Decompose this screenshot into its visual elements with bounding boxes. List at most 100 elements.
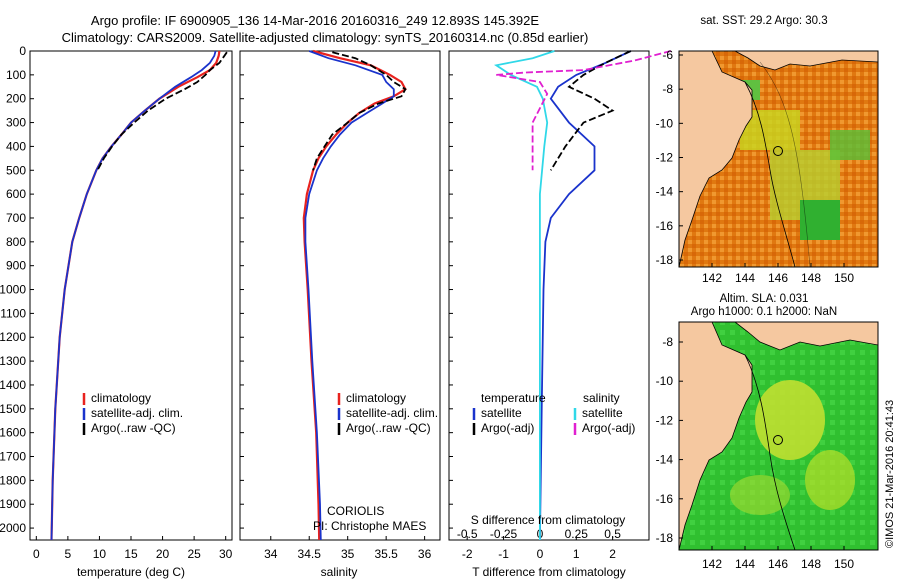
- sal-legend: climatology satellite-adj. clim. Argo(..…: [337, 391, 438, 435]
- diff-xlabel2: S difference from climatology: [471, 513, 626, 527]
- sla-map-lon-label: 142: [702, 557, 722, 571]
- depth-tick-label: 300: [6, 116, 26, 130]
- sst-map-lon-label: 146: [768, 271, 788, 285]
- sst-map-lat-label: -12: [656, 151, 674, 165]
- sla-map-title-2: Argo h1000: 0.1 h2000: NaN: [691, 306, 837, 318]
- sla-map-title-1: Altim. SLA: 0.031: [720, 293, 809, 305]
- diff-s-tick-label: 0.25: [565, 527, 589, 541]
- depth-tick-label: 700: [6, 211, 26, 225]
- sal-legend-sat: satellite-adj. clim.: [346, 406, 438, 420]
- sal-series-satellite-adj-clim-: [304, 50, 395, 541]
- temp-legend-sat: satellite-adj. clim.: [91, 406, 183, 420]
- sst-map-lat-label: -10: [656, 116, 674, 130]
- coriolis-label: CORIOLIS: [327, 504, 384, 518]
- pi-label: PI: Christophe MAES: [313, 519, 426, 533]
- depth-tick-label: 500: [6, 163, 26, 177]
- depth-tick-label: 1100: [0, 306, 26, 320]
- sst-map-lat-label: -16: [656, 219, 674, 233]
- temp-x-tick-label: 15: [124, 547, 138, 561]
- depth-tick-label: 1700: [0, 450, 26, 464]
- temp-x-tick-label: 5: [65, 547, 72, 561]
- temp-series-satellite-adj-clim-: [50, 50, 217, 541]
- depth-tick-label: 1800: [0, 473, 26, 487]
- depth-tick-label: 400: [6, 139, 26, 153]
- depth-tick-label: 1900: [0, 497, 26, 511]
- diff-s-tick-label: -0.25: [490, 527, 518, 541]
- depth-tick-label: 1400: [0, 378, 26, 392]
- depth-tick-label: 900: [6, 259, 26, 273]
- salinity-frame: [239, 50, 441, 541]
- depth-tick-label: 1000: [0, 283, 26, 297]
- sst-map: [679, 51, 878, 267]
- temp-series-climatology: [50, 50, 221, 541]
- diff-legend: temperature satellite Argo(-adj) salinit…: [472, 391, 635, 435]
- sst-map-lon-label: 148: [801, 271, 821, 285]
- depth-tick-label: 200: [6, 92, 26, 106]
- diff-series-t-satellite: [539, 50, 632, 541]
- diff-s-tick-label: -0.5: [457, 527, 478, 541]
- diff-legend-s-title: salinity: [583, 391, 620, 405]
- sla-map: [679, 322, 878, 550]
- title-line-2: Climatology: CARS2009. Satellite-adjuste…: [61, 30, 589, 45]
- sal-legend-clim: climatology: [346, 391, 406, 405]
- temp-x-tick-label: 20: [156, 547, 170, 561]
- diff-t-tick-label: 2: [609, 547, 616, 561]
- temp-legend-clim: climatology: [91, 391, 151, 405]
- sal-legend-argo: Argo(..raw -QC): [346, 421, 431, 435]
- diff-s-tick-label: 0.5: [604, 527, 621, 541]
- sst-map-lat-label: -14: [656, 185, 674, 199]
- depth-tick-label: 1300: [0, 354, 26, 368]
- sla-map-lat-label: -14: [656, 453, 674, 467]
- difference-frame: [448, 50, 650, 541]
- diff-legend-t-title: temperature: [481, 391, 546, 405]
- sla-map-lat-label: -16: [656, 492, 674, 506]
- depth-tick-label: 1200: [0, 330, 26, 344]
- diff-legend-s-argo: Argo(-adj): [582, 421, 635, 435]
- sla-map-lat-label: -12: [656, 413, 674, 427]
- depth-tick-label: 0: [19, 44, 26, 58]
- depth-tick-label: 2000: [0, 521, 26, 535]
- diff-series-s-argo-adj-: [496, 50, 672, 171]
- sal-x-tick-label: 34: [264, 547, 278, 561]
- diff-legend-s-sat: satellite: [582, 406, 623, 420]
- diff-legend-t-argo: Argo(-adj): [481, 421, 534, 435]
- sal-annotation: CORIOLIS PI: Christophe MAES: [313, 504, 426, 533]
- depth-tick-label: 1500: [0, 402, 26, 416]
- sst-map-lon-label: 150: [834, 271, 854, 285]
- temp-x-tick-label: 10: [93, 547, 107, 561]
- sal-xlabel: salinity: [321, 565, 358, 579]
- temp-legend: climatology satellite-adj. clim. Argo(..…: [82, 391, 183, 435]
- temp-x-tick-label: 30: [219, 547, 233, 561]
- sal-series-argo-raw-qc-: [312, 51, 407, 171]
- temp-series-argo-raw-qc-: [96, 51, 228, 171]
- diff-series-s-satellite: [493, 50, 555, 540]
- sal-x-tick-label: 35.5: [374, 547, 398, 561]
- sla-map-lat-label: -10: [656, 374, 674, 388]
- depth-tick-label: 800: [6, 235, 26, 249]
- sst-map-lat-label: -18: [656, 253, 674, 267]
- title-line-1: Argo profile: IF 6900905_136 14-Mar-2016…: [90, 13, 540, 28]
- sst-map-lat-label: -8: [662, 82, 673, 96]
- temp-x-tick-label: 0: [33, 547, 40, 561]
- sal-x-tick-label: 36: [418, 547, 432, 561]
- diff-t-tick-label: 0: [537, 547, 544, 561]
- sal-x-tick-label: 35: [341, 547, 355, 561]
- temp-x-tick-label: 25: [187, 547, 201, 561]
- sst-map-title: sat. SST: 29.2 Argo: 30.3: [700, 15, 827, 27]
- sla-map-lon-label: 146: [768, 557, 788, 571]
- temp-xlabel: temperature (deg C): [77, 565, 185, 579]
- sal-x-tick-label: 34.5: [298, 547, 322, 561]
- sst-map-lat-label: -6: [662, 48, 673, 62]
- sla-map-lon-label: 150: [834, 557, 854, 571]
- diff-t-tick-label: 1: [573, 547, 580, 561]
- diff-legend-t-sat: satellite: [481, 406, 522, 420]
- depth-tick-label: 100: [6, 68, 26, 82]
- argo-float-marker-bottom: [773, 435, 783, 445]
- depth-tick-label: 1600: [0, 426, 26, 440]
- sla-map-lat-label: -8: [662, 335, 673, 349]
- temp-legend-argo: Argo(..raw -QC): [91, 421, 176, 435]
- footer-copyright: ©IMOS 21-Mar-2016 20:41:43: [884, 400, 896, 548]
- sla-map-lon-label: 148: [801, 557, 821, 571]
- sla-map-lon-label: 144: [735, 557, 755, 571]
